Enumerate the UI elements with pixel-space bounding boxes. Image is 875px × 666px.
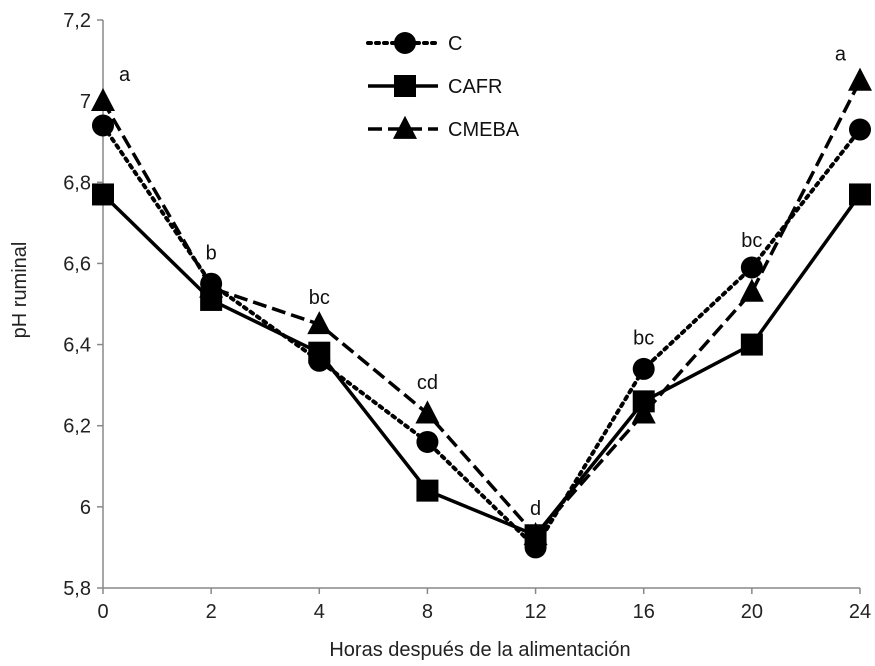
- significance-annotations: a b bc cd d bc bc a: [119, 44, 847, 520]
- triangle-marker-cmeba: [631, 400, 656, 424]
- series-layer: [91, 67, 872, 559]
- series-cmeba: [91, 67, 872, 546]
- series-line-cafr: [101, 193, 862, 538]
- y-tick-label: 5,8: [63, 578, 91, 600]
- x-tick-label: 4: [314, 601, 325, 623]
- legend-label: C: [448, 33, 462, 55]
- annotation-label: b: [206, 242, 217, 264]
- annotation-label: bc: [741, 230, 762, 252]
- x-tick-label: 8: [422, 601, 433, 623]
- circle-marker-c: [849, 118, 871, 141]
- triangle-marker-cmeba: [415, 400, 440, 424]
- series-line-c: [101, 123, 862, 551]
- legend-item-c: C: [366, 32, 462, 55]
- y-tick-label: 6,8: [63, 172, 91, 194]
- triangle-marker-cmeba: [91, 87, 115, 112]
- circle-marker-c: [416, 430, 439, 453]
- square-marker-cafr: [740, 333, 763, 356]
- legend-item-cafr: CAFR: [368, 75, 502, 98]
- series-line-cmeba: [101, 80, 862, 538]
- legend-label: CMEBA: [448, 119, 520, 141]
- x-tick-label: 24: [849, 601, 871, 623]
- legend-marker: [394, 75, 416, 97]
- square-marker-cafr: [92, 183, 114, 206]
- annotation-label: a: [835, 44, 847, 66]
- annotation-label: bc: [633, 328, 654, 350]
- y-tick-label: 6,4: [63, 335, 91, 357]
- triangle-marker-cmeba: [848, 67, 872, 91]
- circle-marker-c: [92, 114, 114, 137]
- y-tick-label: 6,2: [63, 416, 91, 438]
- legend-marker: [394, 32, 416, 54]
- square-marker-cafr: [416, 479, 439, 502]
- x-ticks: 0 2 4 8 12 16 20 24: [97, 588, 871, 623]
- y-ticks: 5,8 6 6,2 6,4 6,6 6,8 7 7,2: [63, 10, 103, 600]
- y-axis-title: pH ruminal: [9, 242, 31, 339]
- x-tick-label: 0: [97, 601, 108, 623]
- circle-marker-c: [740, 256, 763, 279]
- x-tick-label: 2: [206, 601, 217, 623]
- y-tick-label: 6,6: [63, 253, 91, 275]
- legend-marker: [393, 115, 417, 139]
- triangle-marker-cmeba: [523, 522, 548, 546]
- square-marker-cafr: [308, 341, 331, 364]
- y-tick-label: 6: [80, 497, 91, 519]
- legend-item-cmeba: CMEBA: [368, 115, 520, 141]
- legend-label: CAFR: [448, 76, 502, 98]
- axes: 5,866,26,46,66,877,2 0 2 4 8 12 16 20 24: [63, 10, 871, 623]
- square-marker-cafr: [849, 183, 871, 206]
- y-tick-label: 7: [80, 91, 91, 113]
- circle-marker-c: [632, 357, 655, 380]
- triangle-marker-cmeba: [739, 278, 764, 302]
- annotation-label: a: [119, 64, 131, 86]
- annotation-label: d: [530, 498, 541, 520]
- x-tick-label: 20: [741, 601, 763, 623]
- triangle-marker-cmeba: [307, 311, 332, 335]
- annotation-label: bc: [309, 287, 330, 309]
- x-tick-label: 12: [524, 601, 546, 623]
- x-axis-title: Horas después de la alimentación: [329, 639, 630, 661]
- x-tick-label: 16: [633, 601, 655, 623]
- annotation-label: cd: [417, 372, 438, 394]
- y-tick-label: 7,2: [63, 10, 91, 32]
- legend: C CAFR CMEBA: [366, 32, 520, 141]
- triangle-marker-cmeba: [199, 274, 224, 298]
